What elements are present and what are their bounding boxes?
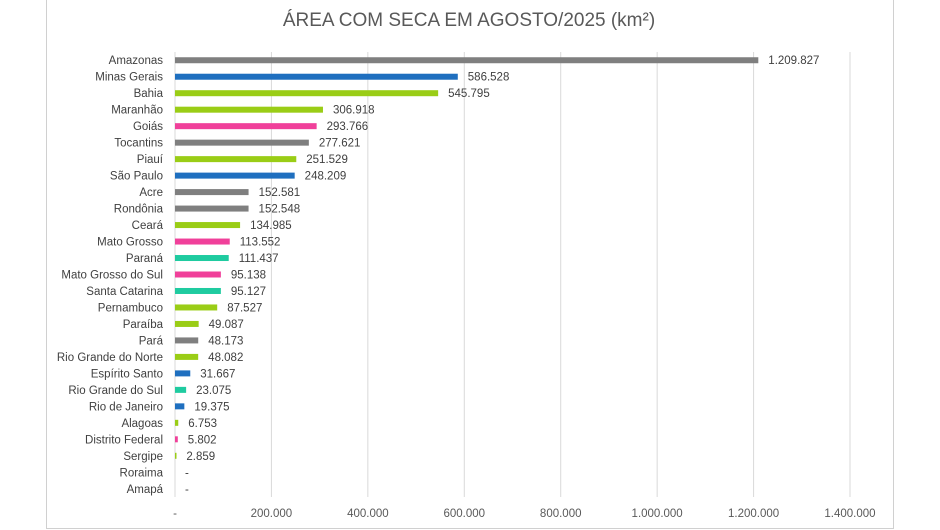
category-label: Maranhão [111,105,163,117]
category-label: Alagoas [121,418,163,430]
value-label: 152.581 [259,187,301,199]
value-label: 95.127 [231,286,266,298]
x-tick-label: 1.400.000 [824,508,875,520]
x-tick-label: 200.000 [251,508,293,520]
category-label: Minas Gerais [95,72,163,84]
category-label: Distrito Federal [85,434,163,446]
bar [175,386,187,393]
category-label: Amapá [127,484,164,496]
category-label: Mato Grosso do Sul [61,270,163,282]
bar [175,106,323,113]
value-label: 134.985 [250,220,292,232]
category-label: Acre [139,187,163,199]
bar [175,403,185,410]
bar [175,156,297,163]
value-label: 277.621 [319,138,361,150]
value-label: 49.087 [209,319,244,331]
bar [175,320,199,327]
bar [175,139,309,146]
x-tick-label: 1.000.000 [632,508,683,520]
x-tick-label: 800.000 [540,508,582,520]
bar [175,304,218,311]
value-label: 5.802 [188,434,217,446]
bar [175,205,249,212]
value-label: 87.527 [227,302,262,314]
bar [175,255,229,262]
category-label: Rio de Janeiro [89,401,163,413]
value-label: 2.859 [186,451,215,463]
chart-title: ÁREA COM SECA EM AGOSTO/2025 (km²) [282,10,656,31]
bar [175,123,317,130]
x-tick-label: 400.000 [347,508,389,520]
category-label: Espírito Santo [91,368,163,380]
category-label: Ceará [132,220,164,232]
category-label: Mato Grosso [97,237,163,249]
bar [175,271,221,278]
category-label: Piauí [137,154,164,166]
category-label: Bahia [134,88,164,100]
bar [175,189,249,196]
category-label: Amazonas [109,55,164,67]
value-label: 19.375 [194,401,229,413]
bar [175,222,241,229]
category-label: Sergipe [123,451,163,463]
category-label: Rio Grande do Sul [68,385,163,397]
value-label: 306.918 [333,105,375,117]
chart-frame [46,0,894,529]
value-label: 113.552 [240,237,281,249]
bar [175,287,221,294]
category-label: Rio Grande do Norte [57,352,163,364]
value-label: 251.529 [306,154,348,166]
category-label: Tocantins [114,138,163,150]
bar [175,73,458,80]
value-label: 152.548 [259,204,301,216]
x-tick-label: - [173,508,177,520]
value-label: 6.753 [188,418,217,430]
value-label: 586.528 [468,72,510,84]
category-label: Roraima [120,467,164,479]
value-label: 48.082 [208,352,243,364]
value-label: 248.209 [305,171,347,183]
bar [175,90,439,97]
bar [175,57,759,64]
value-label: 545.795 [448,88,490,100]
bar [175,370,191,377]
value-label: 293.766 [327,121,369,133]
bar [175,238,230,245]
category-label: Santa Catarina [86,286,163,298]
category-label: Paraná [126,253,164,265]
category-label: São Paulo [110,171,163,183]
bar [175,353,199,360]
category-label: Goiás [133,121,163,133]
value-label: 1.209.827 [768,55,819,67]
bar [175,419,179,426]
x-tick-label: 1.200.000 [728,508,779,520]
value-label: 23.075 [196,385,231,397]
category-label: Pará [139,335,164,347]
category-label: Pernambuco [98,302,163,314]
bar [175,452,177,459]
value-label: 111.437 [239,253,279,265]
value-label: 31.667 [200,368,235,380]
value-label: 95.138 [231,270,266,282]
value-label: 48.173 [208,335,243,347]
value-label: - [185,467,189,479]
bar [175,436,178,443]
category-label: Rondônia [114,204,164,216]
value-label: - [185,484,189,496]
bar [175,172,295,179]
category-label: Paraíba [123,319,164,331]
bar [175,337,199,344]
x-tick-label: 600.000 [443,508,485,520]
